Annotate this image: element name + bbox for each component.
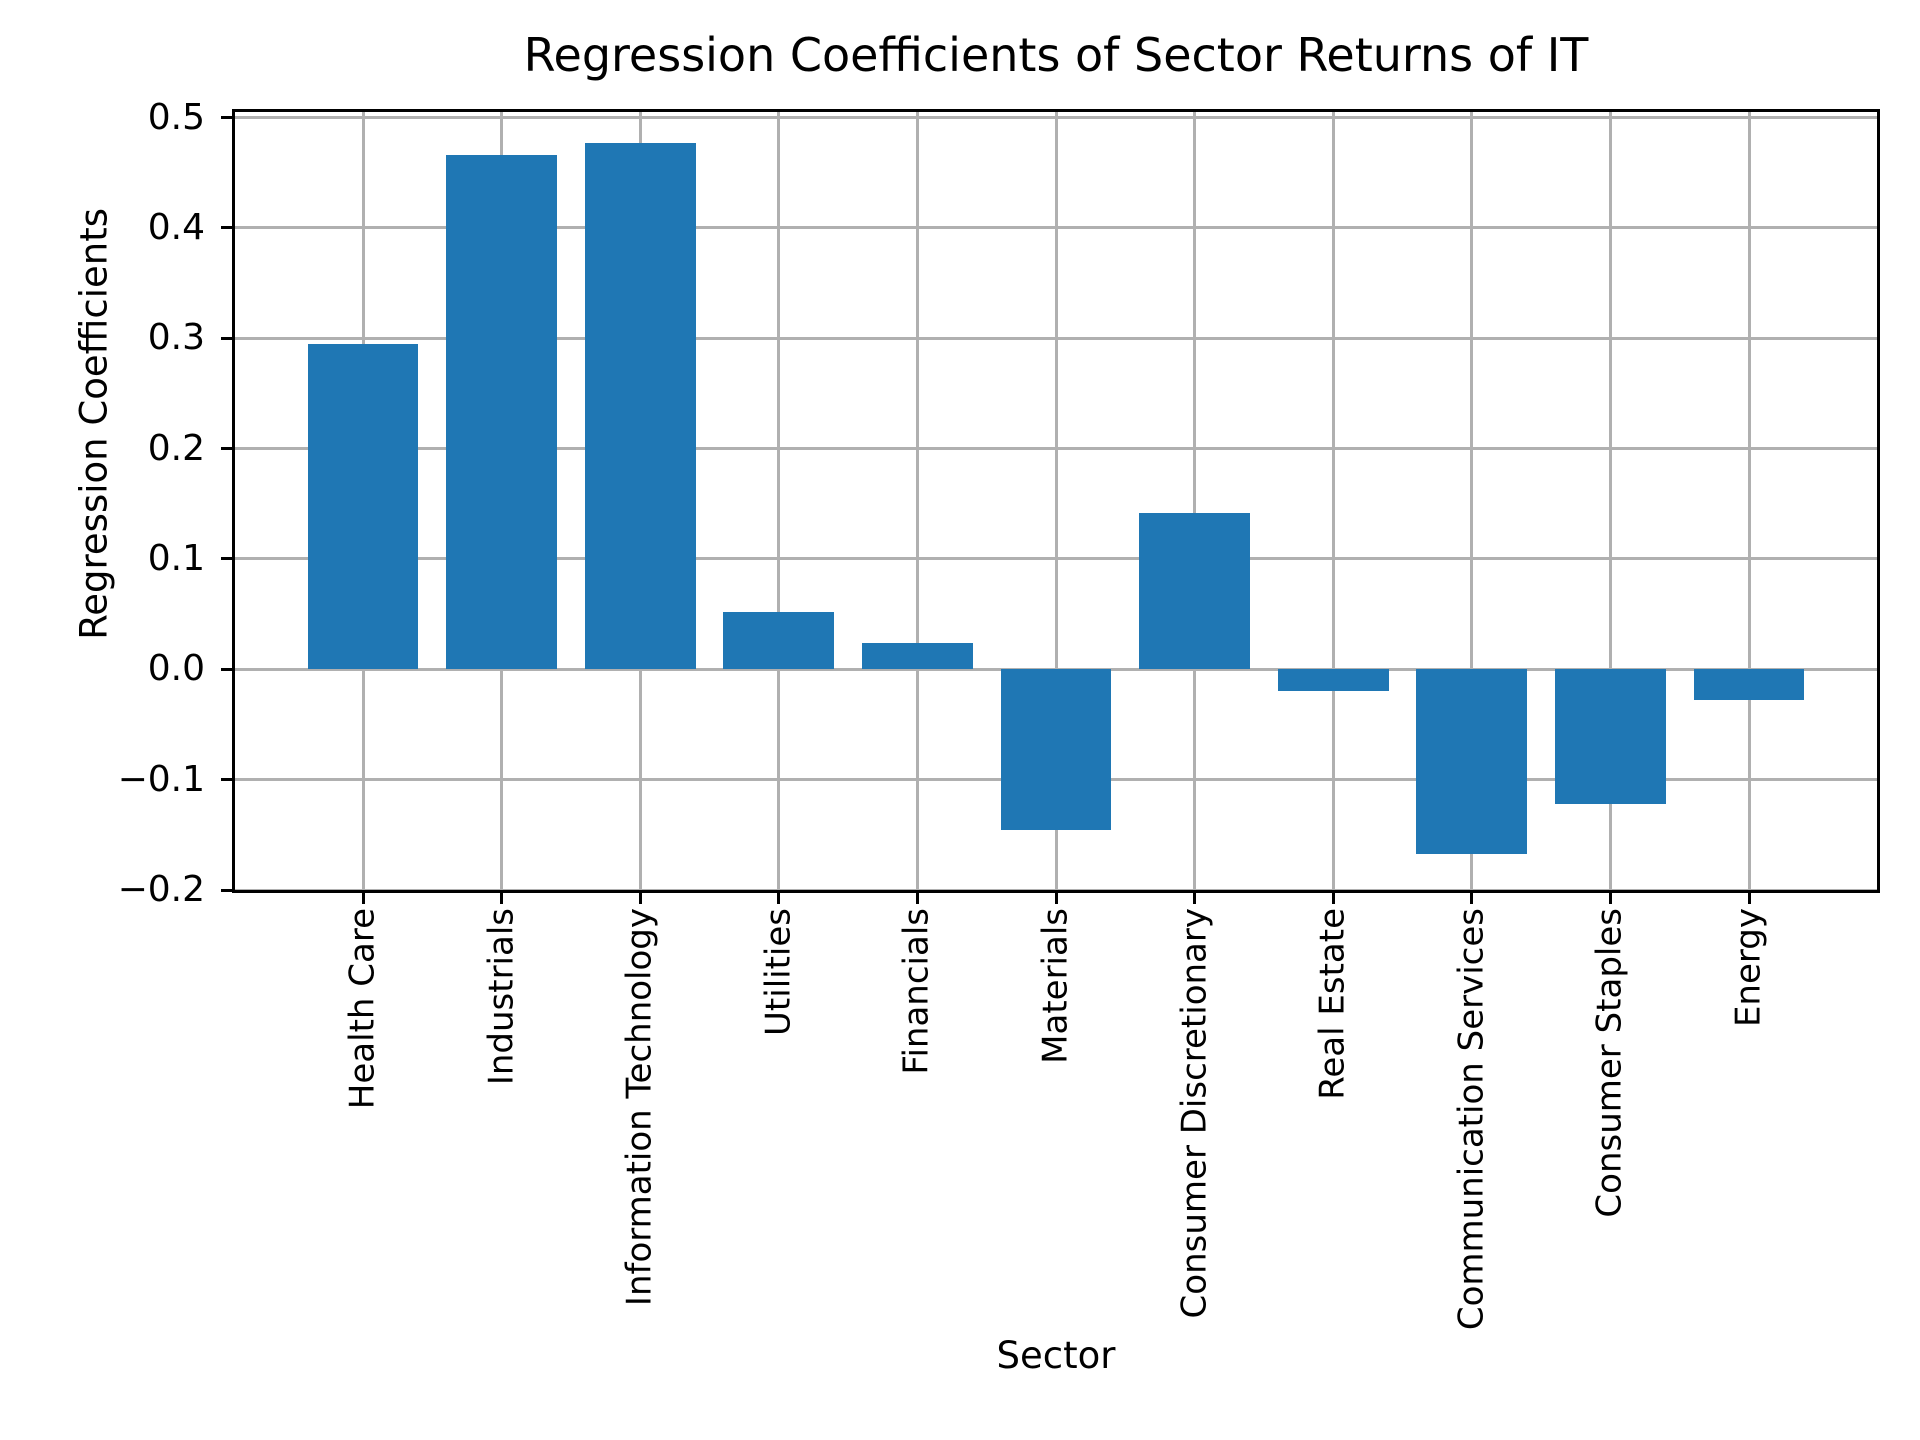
gridline-v (915, 112, 919, 890)
x-tick-mark (638, 891, 642, 904)
bar (861, 642, 973, 670)
x-tick-label: Information Technology (619, 908, 660, 1307)
x-tick-mark (1470, 891, 1474, 904)
x-tick-label: Health Care (342, 908, 383, 1110)
gridline-v (777, 112, 781, 890)
x-tick-label: Financials (896, 908, 937, 1075)
bar (1139, 512, 1251, 670)
x-tick-mark (1193, 891, 1197, 904)
chart-title: Regression Coefficients of Sector Return… (523, 28, 1589, 82)
x-tick-mark (777, 891, 781, 904)
y-tick-label: 0.1 (147, 537, 205, 579)
x-tick-label: Consumer Staples (1589, 908, 1630, 1218)
x-tick-label: Energy (1728, 908, 1769, 1028)
x-tick-mark (1331, 891, 1335, 904)
bar (446, 155, 558, 670)
x-tick-label: Communication Services (1451, 908, 1492, 1331)
bar (1277, 669, 1389, 692)
bar (723, 611, 835, 670)
y-tick-label: 0.2 (147, 427, 205, 469)
x-tick-label: Real Estate (1312, 908, 1353, 1100)
x-tick-mark (915, 891, 919, 904)
y-tick-label: 0.0 (147, 648, 205, 690)
x-tick-label: Utilities (758, 908, 799, 1036)
bar (307, 343, 419, 670)
y-tick-mark (221, 116, 234, 120)
bar (584, 142, 696, 670)
y-tick-mark (221, 667, 234, 671)
gridline-v (1608, 112, 1612, 890)
y-tick-mark (221, 226, 234, 230)
y-tick-label: 0.5 (147, 96, 205, 138)
gridline-v (1747, 112, 1751, 890)
x-tick-label: Industrials (481, 908, 522, 1086)
y-tick-mark (221, 447, 234, 451)
bar (1554, 669, 1666, 804)
y-tick-label: 0.3 (147, 317, 205, 359)
bar (1000, 669, 1112, 831)
y-tick-mark (221, 336, 234, 340)
x-tick-label: Materials (1035, 908, 1076, 1064)
y-tick-label: −0.1 (117, 758, 205, 800)
y-tick-mark (221, 888, 234, 892)
gridline-v (1470, 112, 1474, 890)
x-tick-mark (1747, 891, 1751, 904)
plot-area (232, 109, 1880, 893)
bar (1416, 669, 1528, 854)
x-tick-mark (361, 891, 365, 904)
x-tick-mark (1054, 891, 1058, 904)
x-tick-label: Consumer Discretionary (1174, 908, 1215, 1319)
y-tick-label: −0.2 (117, 869, 205, 910)
y-tick-label: 0.4 (147, 206, 205, 248)
gridline-v (1193, 112, 1197, 890)
y-tick-mark (221, 778, 234, 782)
x-tick-mark (500, 891, 504, 904)
gridline-v (1331, 112, 1335, 890)
gridline-v (1054, 112, 1058, 890)
x-axis-label: Sector (996, 1334, 1116, 1377)
x-tick-mark (1608, 891, 1612, 904)
bar (1693, 669, 1805, 701)
y-tick-mark (221, 557, 234, 561)
